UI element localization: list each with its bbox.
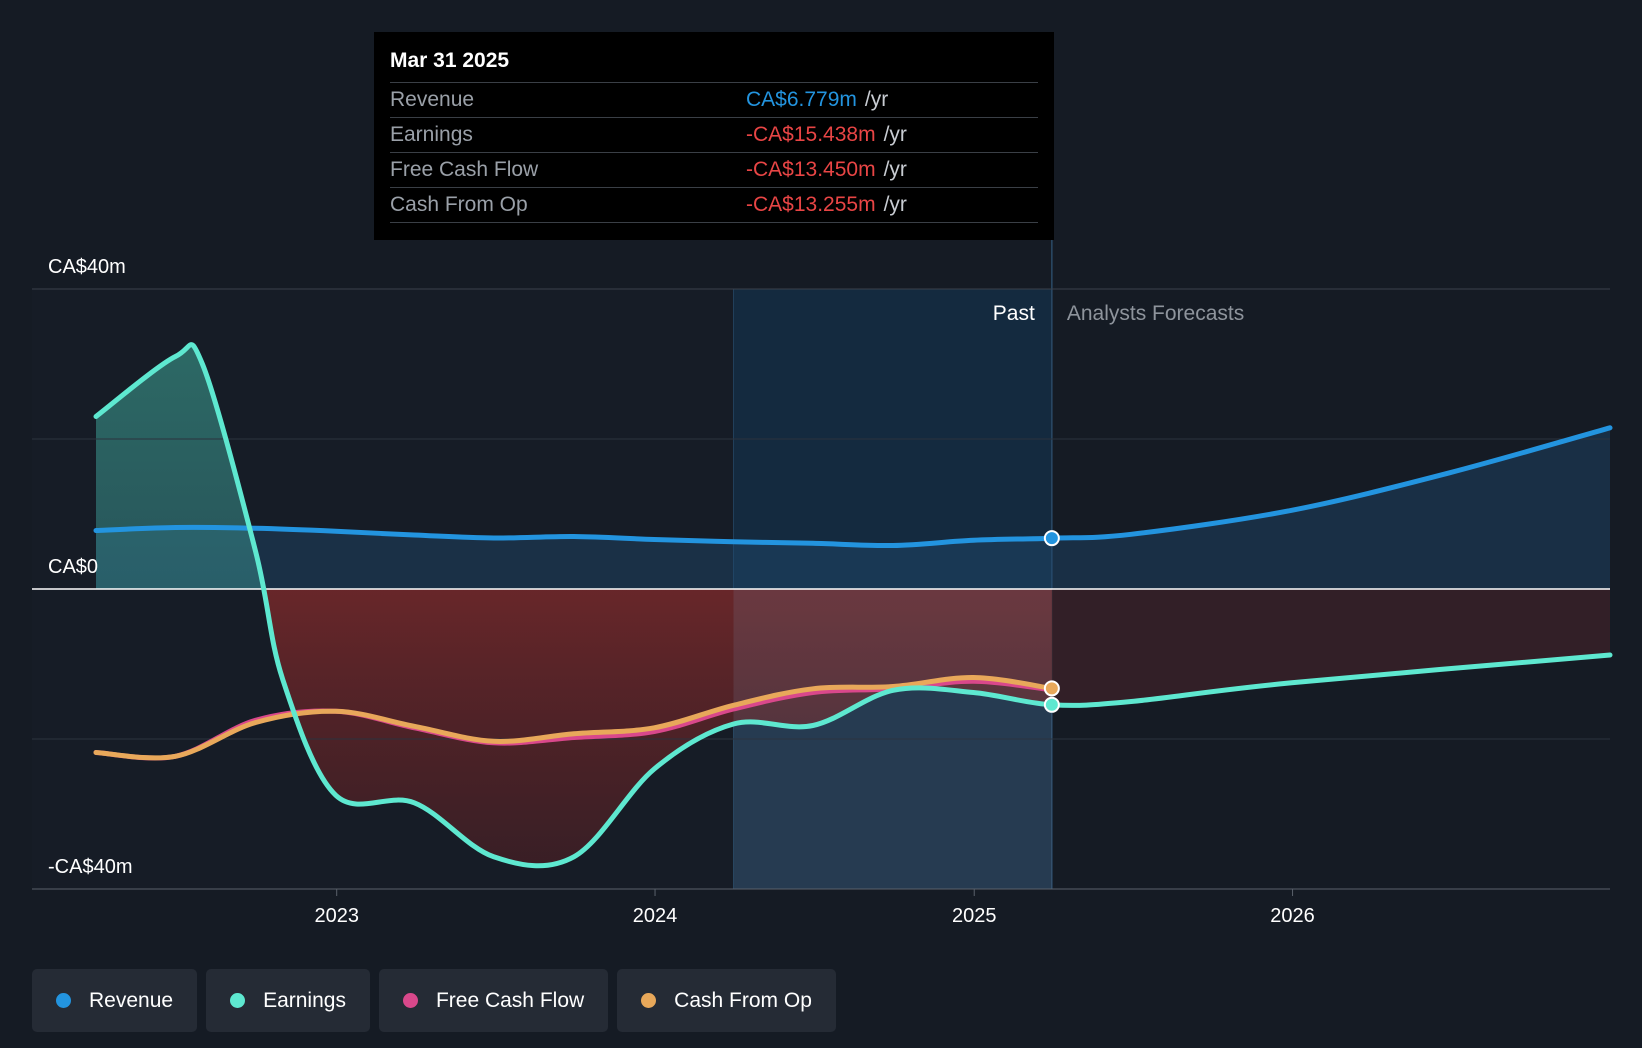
line-layer bbox=[93, 342, 1613, 869]
tooltip-unit: /yr bbox=[864, 88, 889, 111]
earnings-marker bbox=[1043, 696, 1060, 713]
cash-from-op-marker bbox=[1043, 680, 1060, 697]
legend-item-free-cash-flow[interactable]: Free Cash Flow bbox=[378, 969, 609, 1032]
earnings-forecast-line bbox=[1051, 652, 1613, 708]
y-tick-label: -CA$40m bbox=[48, 856, 132, 878]
legend-item-cash-from-op[interactable]: Cash From Op bbox=[617, 969, 836, 1032]
tooltip-row-revenue: Revenue CA$6.779m /yr bbox=[390, 83, 1038, 118]
tooltip-unit: /yr bbox=[883, 193, 907, 216]
legend-label: Earnings bbox=[263, 988, 346, 1012]
earnings-negative-group bbox=[96, 589, 1610, 866]
legend-item-revenue[interactable]: Revenue bbox=[32, 969, 198, 1032]
tooltip-value: CA$6.779m bbox=[746, 88, 857, 111]
grid-layer bbox=[32, 288, 1610, 896]
revenue-past-group bbox=[93, 524, 1052, 549]
tooltip: Mar 31 2025 Revenue CA$6.779m /yr Earnin… bbox=[374, 32, 1054, 240]
tooltip-value: -CA$13.450m bbox=[746, 158, 876, 181]
legend-label: Revenue bbox=[89, 988, 174, 1012]
x-tick-label: 2024 bbox=[633, 905, 678, 927]
tooltip-label: Cash From Op bbox=[390, 193, 528, 216]
earnings-negative-past-top bbox=[96, 589, 1052, 866]
earnings-past-group bbox=[93, 342, 1052, 869]
x-tick-label: 2026 bbox=[1270, 905, 1315, 927]
y-tick-label: CA$40m bbox=[48, 256, 126, 278]
tooltip-label: Earnings bbox=[390, 123, 473, 146]
tooltip-row-earnings: Earnings -CA$15.438m /yr bbox=[390, 118, 1038, 153]
revenue-marker bbox=[1043, 530, 1060, 547]
tooltip-value: -CA$13.255m bbox=[746, 193, 876, 216]
cash-from-op-past-group bbox=[93, 674, 1052, 761]
tooltip-date: Mar 31 2025 bbox=[390, 46, 1038, 83]
past-label: Past bbox=[993, 302, 1035, 325]
revenue-line bbox=[93, 524, 1052, 549]
label-layer: 2023 2024 2025 2026 CA$40m CA$0 -CA$40m Past Ana… bbox=[48, 256, 1315, 927]
legend-dot-icon bbox=[230, 993, 246, 1008]
x-tick-label: 2025 bbox=[952, 905, 997, 927]
tooltip-unit: /yr bbox=[883, 123, 907, 146]
legend-dot-icon bbox=[56, 993, 71, 1008]
forecast-label: Analysts Forecasts bbox=[1067, 302, 1244, 325]
legend-dot-icon bbox=[402, 993, 418, 1008]
tooltip-row-cash-from-op: Cash From Op -CA$13.255m /yr bbox=[390, 188, 1038, 223]
legend-label: Free Cash Flow bbox=[435, 988, 585, 1012]
legend: Revenue Earnings Free Cash Flow Cash Fro… bbox=[32, 969, 836, 1032]
legend-dot-icon bbox=[641, 993, 657, 1008]
tooltip-label: Revenue bbox=[390, 88, 475, 111]
tooltip-value: -CA$15.438m bbox=[746, 123, 876, 146]
legend-label: Cash From Op bbox=[674, 988, 812, 1012]
earnings-line bbox=[93, 342, 1052, 869]
earnings-negative-area-top bbox=[96, 589, 1052, 866]
cash-from-op-line bbox=[93, 674, 1052, 761]
tooltip-label: Free Cash Flow bbox=[390, 158, 539, 181]
earnings-positive-area bbox=[96, 344, 1610, 589]
revenue-area bbox=[96, 427, 1610, 589]
y-tick-label: CA$0 bbox=[48, 556, 98, 578]
tooltip-row-free-cash-flow: Free Cash Flow -CA$13.450m /yr bbox=[390, 153, 1038, 188]
x-tick-label: 2023 bbox=[314, 905, 359, 927]
revenue-forecast-line bbox=[1051, 425, 1613, 541]
legend-item-earnings[interactable]: Earnings bbox=[206, 969, 370, 1032]
tooltip-unit: /yr bbox=[883, 158, 907, 181]
